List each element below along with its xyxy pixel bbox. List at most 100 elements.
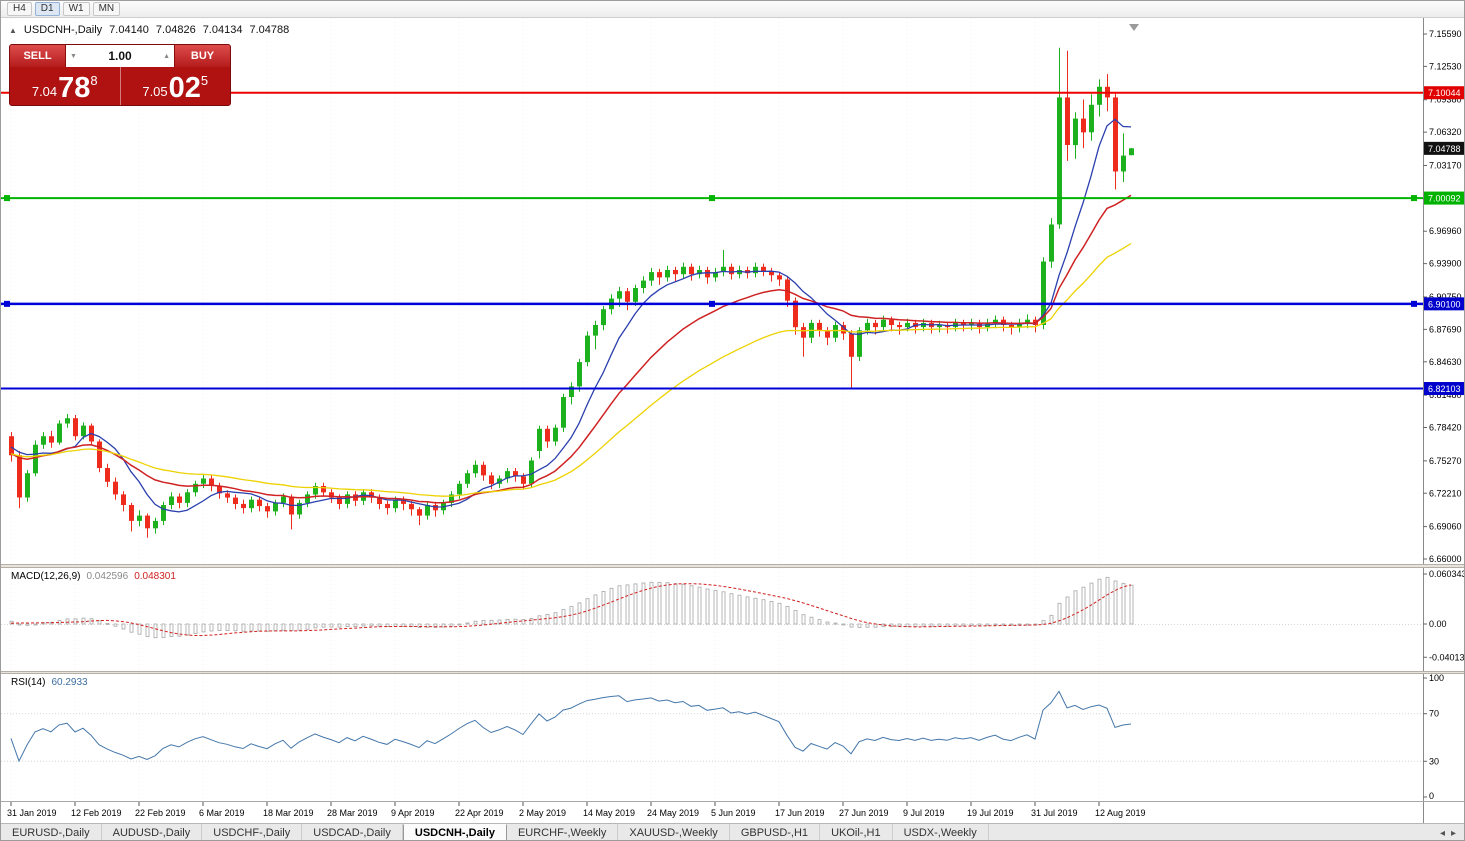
chart-ohlc-header: ▲ USDCNH-,Daily 7.04140 7.04826 7.04134 … bbox=[9, 24, 289, 36]
ohlc-low: 7.04134 bbox=[202, 24, 243, 36]
sell-price-pipette: 8 bbox=[90, 73, 98, 88]
svg-text:31 Jan 2019: 31 Jan 2019 bbox=[7, 808, 57, 818]
chart-tab-audusd[interactable]: AUDUSD-,Daily bbox=[102, 824, 203, 840]
panel-splitter[interactable] bbox=[1, 564, 1464, 568]
macd-panel: 0.060343 0.00 -0.040136 MACD(12,26,9) 0.04… bbox=[1, 568, 1465, 671]
svg-text:30: 30 bbox=[1429, 756, 1439, 766]
macd-header: MACD(12,26,9) 0.042596 0.048301 bbox=[11, 571, 176, 582]
svg-text:24 May 2019: 24 May 2019 bbox=[647, 808, 699, 818]
svg-text:0: 0 bbox=[1429, 791, 1434, 801]
svg-text:31 Jul 2019: 31 Jul 2019 bbox=[1031, 808, 1078, 818]
timeframe-button-d1[interactable]: D1 bbox=[34, 2, 60, 16]
svg-text:12 Aug 2019: 12 Aug 2019 bbox=[1095, 808, 1146, 818]
svg-text:6.96960: 6.96960 bbox=[1429, 226, 1462, 236]
one-click-trading-widget: SELL ▼ ▲ BUY 7.04 78 8 7.05 02 5 bbox=[9, 44, 231, 106]
svg-text:6.90100: 6.90100 bbox=[1428, 299, 1461, 309]
ohlc-high: 7.04826 bbox=[155, 24, 196, 36]
volume-increase-icon[interactable]: ▲ bbox=[163, 52, 170, 60]
price-panel: 7.15590 7.12530 7.09380 7.06320 7.03170 7.000… bbox=[1, 18, 1465, 564]
svg-text:19 Jul 2019: 19 Jul 2019 bbox=[967, 808, 1014, 818]
svg-text:17 Jun 2019: 17 Jun 2019 bbox=[775, 808, 825, 818]
rsi-chart[interactable]: 100 70 30 0 bbox=[1, 674, 1465, 801]
macd-label: MACD(12,26,9) bbox=[11, 571, 81, 582]
svg-text:6.75270: 6.75270 bbox=[1429, 456, 1462, 466]
rsi-panel: 100 70 30 0 RSI(14) 60.2933 bbox=[1, 674, 1465, 801]
rsi-line bbox=[10, 690, 1132, 763]
svg-text:2 May 2019: 2 May 2019 bbox=[519, 808, 566, 818]
chart-tab-eurchf[interactable]: EURCHF-,Weekly bbox=[507, 824, 619, 840]
time-axis[interactable]: 31 Jan 2019 12 Feb 2019 22 Feb 2019 6 Mar 2… bbox=[1, 801, 1464, 823]
svg-text:6.84630: 6.84630 bbox=[1429, 357, 1462, 367]
svg-text:7.03170: 7.03170 bbox=[1429, 160, 1462, 170]
macd-histogram bbox=[9, 576, 1134, 639]
svg-text:6.69060: 6.69060 bbox=[1429, 522, 1462, 532]
svg-text:7.04788: 7.04788 bbox=[1428, 144, 1461, 154]
svg-text:6.82103: 6.82103 bbox=[1428, 384, 1461, 394]
svg-text:6.72210: 6.72210 bbox=[1429, 488, 1462, 498]
buy-price-display[interactable]: 7.05 02 5 bbox=[121, 67, 231, 105]
svg-text:7.15590: 7.15590 bbox=[1429, 29, 1462, 39]
svg-text:7.00092: 7.00092 bbox=[1428, 194, 1461, 204]
svg-text:6 Mar 2019: 6 Mar 2019 bbox=[199, 808, 245, 818]
chart-tab-usdx[interactable]: USDX-,Weekly bbox=[893, 824, 989, 840]
svg-text:22 Apr 2019: 22 Apr 2019 bbox=[455, 808, 504, 818]
volume-stepper: ▼ ▲ bbox=[65, 45, 175, 67]
svg-text:14 May 2019: 14 May 2019 bbox=[583, 808, 635, 818]
svg-text:7.12530: 7.12530 bbox=[1429, 61, 1462, 71]
collapse-panel-icon[interactable]: ▲ bbox=[9, 25, 17, 35]
chart-tab-usdcnh[interactable]: USDCNH-,Daily bbox=[402, 824, 507, 840]
ohlc-open: 7.04140 bbox=[109, 24, 149, 36]
macd-value-signal: 0.048301 bbox=[134, 571, 176, 582]
price-label-boxes: 7.10044 7.04788 7.00092 6.90100 6.82103 bbox=[1424, 86, 1464, 396]
svg-text:7.06320: 7.06320 bbox=[1429, 127, 1462, 137]
svg-text:6.81480: 6.81480 bbox=[1429, 390, 1462, 400]
buy-button[interactable]: BUY bbox=[175, 45, 230, 67]
svg-text:100: 100 bbox=[1429, 674, 1444, 683]
candlestick-series bbox=[9, 47, 1134, 538]
chart-tab-gbpusd[interactable]: GBPUSD-,H1 bbox=[730, 824, 821, 840]
volume-decrease-icon[interactable]: ▼ bbox=[70, 52, 77, 60]
tabs-scroll-left-icon[interactable]: ◂ bbox=[1439, 827, 1445, 839]
chart-symbol-label: USDCNH-,Daily bbox=[23, 24, 103, 36]
timeframe-buttons: H4 D1 W1 MN bbox=[7, 2, 121, 16]
svg-text:6.66000: 6.66000 bbox=[1429, 554, 1462, 564]
rsi-header: RSI(14) 60.2933 bbox=[11, 677, 88, 688]
rsi-value: 60.2933 bbox=[51, 677, 88, 688]
svg-text:18 Mar 2019: 18 Mar 2019 bbox=[263, 808, 314, 818]
svg-text:0.00: 0.00 bbox=[1429, 619, 1447, 629]
macd-value-main: 0.042596 bbox=[86, 571, 129, 582]
macd-signal-line bbox=[10, 583, 1132, 636]
sell-button[interactable]: SELL bbox=[10, 45, 65, 67]
price-chart[interactable]: 7.15590 7.12530 7.09380 7.06320 7.03170 7.000… bbox=[1, 18, 1465, 564]
svg-text:6.93900: 6.93900 bbox=[1429, 259, 1462, 269]
svg-text:-0.040136: -0.040136 bbox=[1429, 652, 1465, 662]
svg-text:22 Feb 2019: 22 Feb 2019 bbox=[135, 808, 186, 818]
chart-tab-eurusd[interactable]: EURUSD-,Daily bbox=[1, 824, 102, 840]
chart-tab-xauusd[interactable]: XAUUSD-,Weekly bbox=[618, 824, 730, 840]
chart-tab-bar: EURUSD-,Daily AUDUSD-,Daily USDCHF-,Daily U… bbox=[1, 823, 1464, 840]
ohlc-close: 7.04788 bbox=[249, 24, 290, 36]
chart-tab-usdcad[interactable]: USDCAD-,Daily bbox=[302, 824, 403, 840]
svg-text:6.90750: 6.90750 bbox=[1429, 292, 1462, 302]
tabs-scroll-right-icon[interactable]: ▸ bbox=[1450, 827, 1456, 839]
timeframe-toolbar: H4 D1 W1 MN bbox=[1, 1, 1464, 18]
panel-splitter[interactable] bbox=[1, 671, 1464, 674]
chart-tab-ukoil[interactable]: UKOil-,H1 bbox=[820, 824, 893, 840]
shift-end-marker-icon bbox=[1129, 24, 1139, 31]
volume-input[interactable] bbox=[81, 49, 159, 63]
svg-text:5 Jun 2019: 5 Jun 2019 bbox=[711, 808, 756, 818]
svg-text:12 Feb 2019: 12 Feb 2019 bbox=[71, 808, 122, 818]
svg-text:6.87690: 6.87690 bbox=[1429, 324, 1462, 334]
svg-text:7.09380: 7.09380 bbox=[1429, 95, 1462, 105]
chart-tab-usdchf[interactable]: USDCHF-,Daily bbox=[202, 824, 303, 840]
svg-text:7.10044: 7.10044 bbox=[1428, 88, 1461, 98]
rsi-label: RSI(14) bbox=[11, 677, 46, 688]
macd-chart[interactable]: 0.060343 0.00 -0.040136 bbox=[1, 568, 1465, 671]
timeframe-button-w1[interactable]: W1 bbox=[62, 2, 90, 16]
sell-price-display[interactable]: 7.04 78 8 bbox=[10, 67, 121, 105]
timeframe-button-h4[interactable]: H4 bbox=[7, 2, 32, 16]
moving-average-lines bbox=[10, 118, 1132, 513]
timeframe-button-mn[interactable]: MN bbox=[92, 2, 121, 16]
svg-text:70: 70 bbox=[1429, 709, 1439, 719]
